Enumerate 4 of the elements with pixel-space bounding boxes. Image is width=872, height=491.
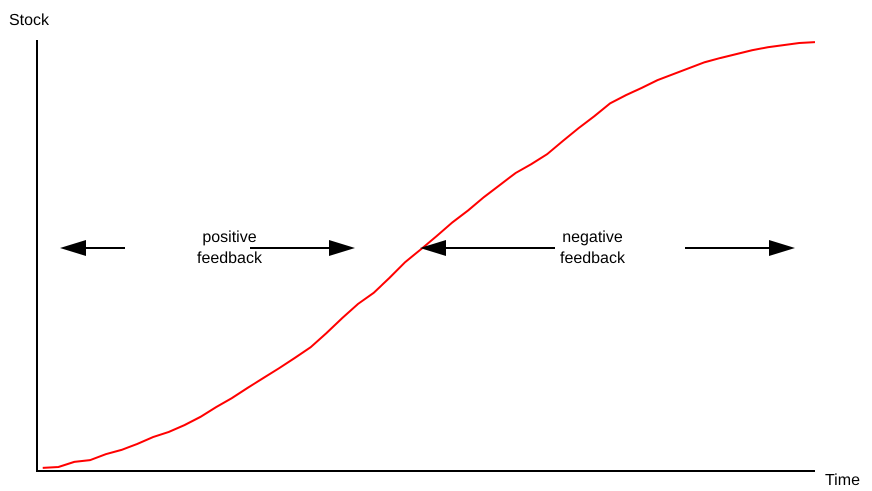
- annotation: negative feedback: [560, 229, 626, 267]
- annotation: positive feedback: [197, 229, 263, 267]
- y-axis-title: Stock: [9, 12, 50, 29]
- x-axis-title: Time: [825, 472, 860, 489]
